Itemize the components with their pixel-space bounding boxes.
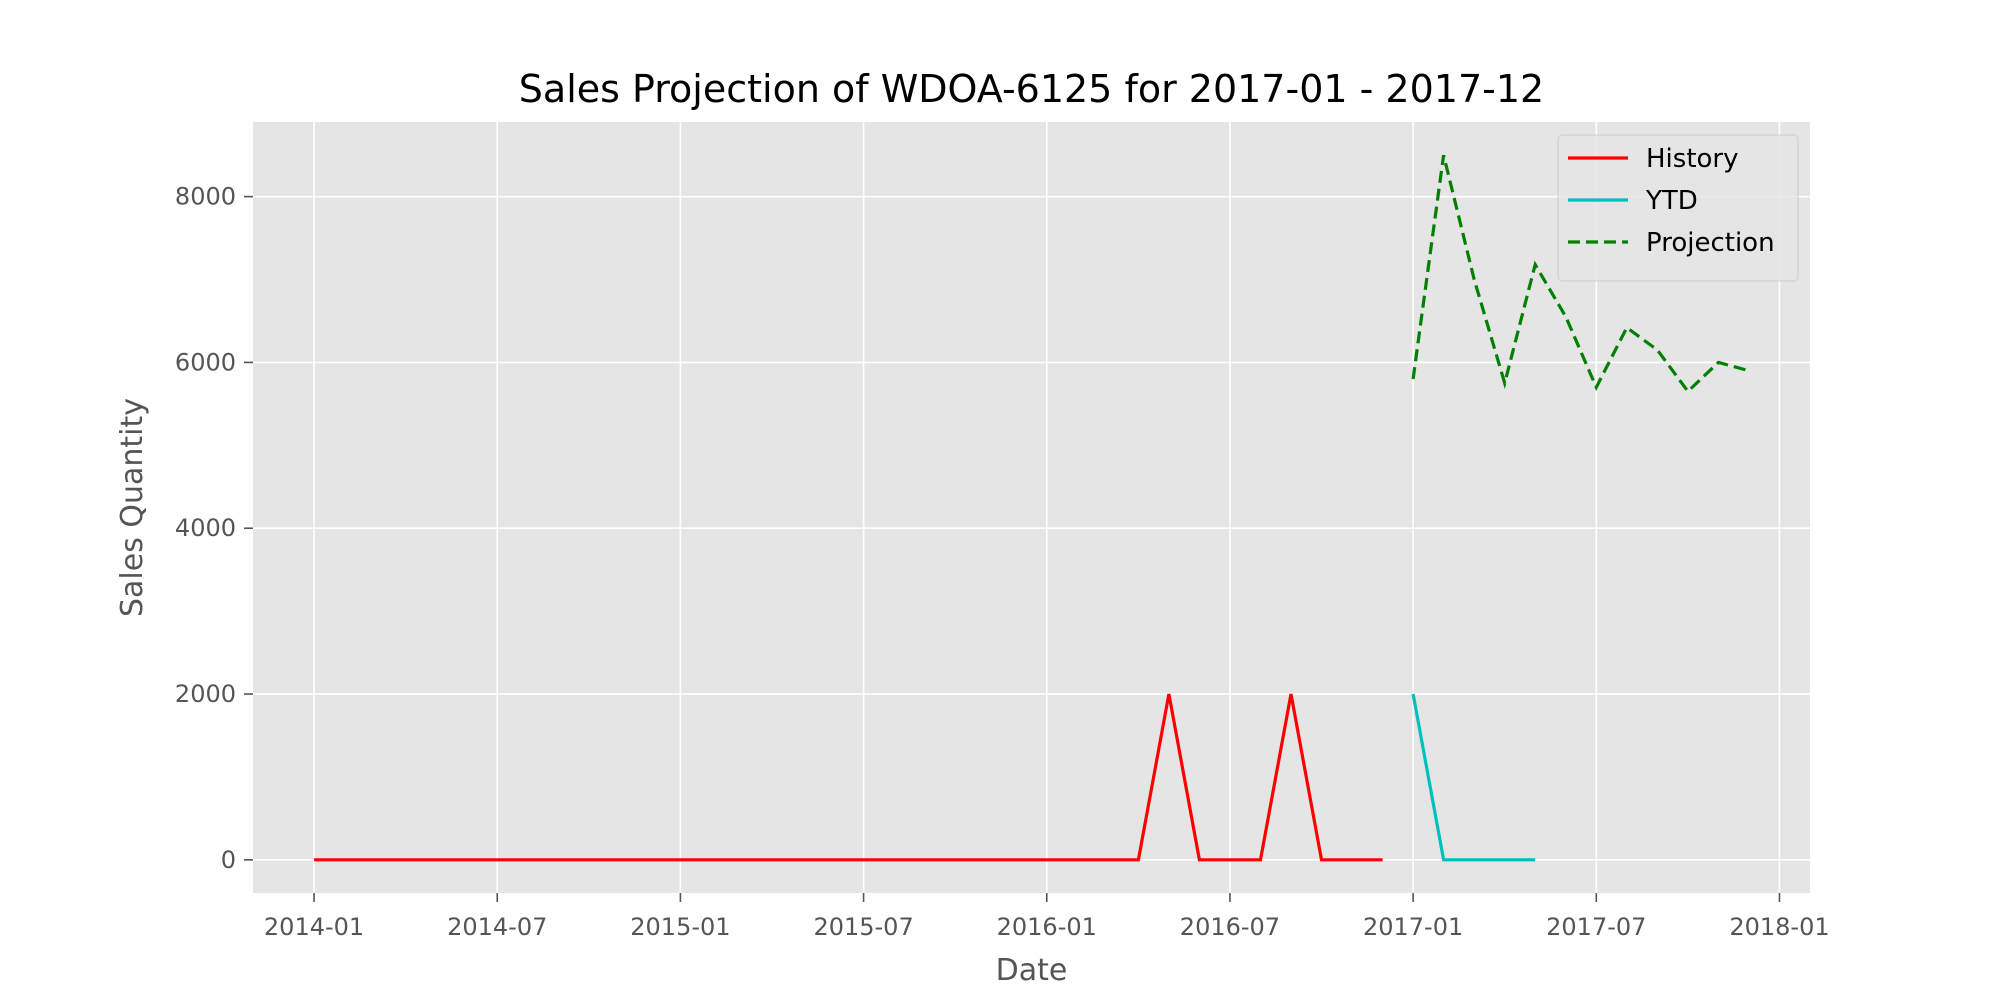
series-line-history xyxy=(314,693,1383,862)
grid-lines xyxy=(253,122,1810,893)
x-axis-ticks: 2014-01 2014-07 2015-01 2015-07 2016-01 2016-… xyxy=(264,893,1830,941)
legend-items: History YTD Projection xyxy=(1568,144,1775,258)
legend-box xyxy=(1557,134,1799,282)
x-tick-label: 2017-07 xyxy=(1546,913,1646,941)
legend-label: YTD xyxy=(1645,186,1698,216)
x-tick-label: 2016-07 xyxy=(1180,913,1280,941)
x-tick-label: 2014-01 xyxy=(264,913,364,941)
y-tick-label: 2000 xyxy=(175,680,236,708)
x-axis-label: Date xyxy=(996,953,1068,988)
legend-item-ytd: YTD xyxy=(1568,186,1698,216)
legend-item-projection: Projection xyxy=(1568,228,1775,258)
legend-item-history: History xyxy=(1568,144,1739,174)
series-layer xyxy=(314,154,1750,862)
y-axis-ticks: 0 2000 4000 6000 8000 xyxy=(175,183,253,874)
x-tick-label: 2018-01 xyxy=(1729,913,1829,941)
y-tick-label: 8000 xyxy=(175,183,236,211)
y-tick-label: 0 xyxy=(221,846,236,874)
x-tick-label: 2016-01 xyxy=(997,913,1097,941)
y-tick-label: 6000 xyxy=(175,348,236,376)
y-axis-label: Sales Quantity xyxy=(115,398,150,617)
legend: History YTD Projection xyxy=(1557,134,1799,282)
x-tick-label: 2015-07 xyxy=(813,913,913,941)
legend-label: Projection xyxy=(1646,228,1775,258)
legend-label: History xyxy=(1646,144,1739,174)
x-tick-label: 2017-01 xyxy=(1363,913,1463,941)
series-line-ytd xyxy=(1411,693,1536,862)
plot-area xyxy=(253,122,1810,893)
chart-title: Sales Projection of WDOA-6125 for 2017-0… xyxy=(519,67,1544,111)
x-tick-label: 2014-07 xyxy=(447,913,547,941)
y-tick-label: 4000 xyxy=(175,514,236,542)
x-tick-label: 2015-01 xyxy=(630,913,730,941)
series-line-projection xyxy=(1411,154,1750,394)
